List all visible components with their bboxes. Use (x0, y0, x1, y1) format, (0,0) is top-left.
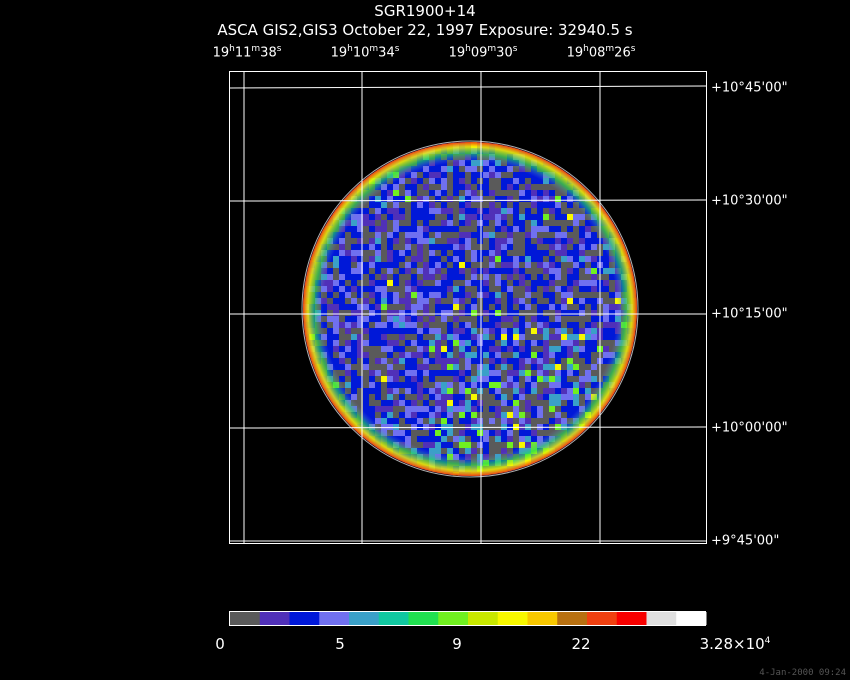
color-bar-swatch (468, 612, 499, 625)
dec-tick-label: +10°45'00" (711, 80, 788, 96)
colorbar-label: 5 (335, 635, 345, 653)
colorbar-label: 0 (215, 635, 225, 653)
plot-frame (229, 71, 707, 544)
coordinate-grid (228, 71, 707, 543)
colorbar-max-label: 3.28×104 (699, 635, 771, 653)
color-bar-frame (229, 611, 706, 626)
dec-grid-line (228, 426, 707, 429)
color-bar-swatch (616, 612, 647, 625)
colorbar-label: 22 (571, 635, 591, 653)
color-bar-swatch (497, 612, 528, 625)
plot-subtitle: ASCA GIS2,GIS3 October 22, 1997 Exposure… (217, 21, 633, 39)
dec-tick-label: +9°45'00" (711, 533, 780, 549)
ra-tick-label: 19h11m38s (212, 44, 282, 61)
plot-title: SGR1900+14 (374, 2, 476, 20)
color-bar-swatch (527, 612, 558, 625)
dec-tick-label: +10°00'00" (711, 420, 788, 436)
color-bar-swatch (230, 612, 261, 625)
timestamp: 4-Jan-2000 09:24 (759, 668, 846, 678)
dec-grid-line (228, 85, 707, 89)
color-bar (230, 612, 707, 625)
fov-rim (303, 142, 637, 476)
dec-tick-label: +10°30'00" (711, 193, 788, 209)
dec-grid-line (228, 199, 707, 202)
ra-tick-label: 19h09m30s (448, 44, 518, 61)
ra-tick-label: 19h10m34s (330, 44, 400, 61)
color-bar-swatch (557, 612, 588, 625)
color-bar-swatch (289, 612, 320, 625)
color-bar-swatch (259, 612, 290, 625)
field-of-view (301, 140, 639, 478)
color-bar-swatch (646, 612, 677, 625)
dec-tick-label: +10°15'00" (711, 306, 788, 322)
color-bar-swatch (408, 612, 439, 625)
color-bar-swatch (319, 612, 350, 625)
colorbar-label: 9 (452, 635, 462, 653)
color-bar-swatch (438, 612, 469, 625)
color-bar-swatch (676, 612, 707, 625)
color-bar-swatch (587, 612, 618, 625)
fov-edge (301, 140, 639, 478)
color-bar-swatch (378, 612, 409, 625)
ra-tick-label: 19h08m26s (566, 44, 636, 61)
color-bar-swatch (349, 612, 380, 625)
